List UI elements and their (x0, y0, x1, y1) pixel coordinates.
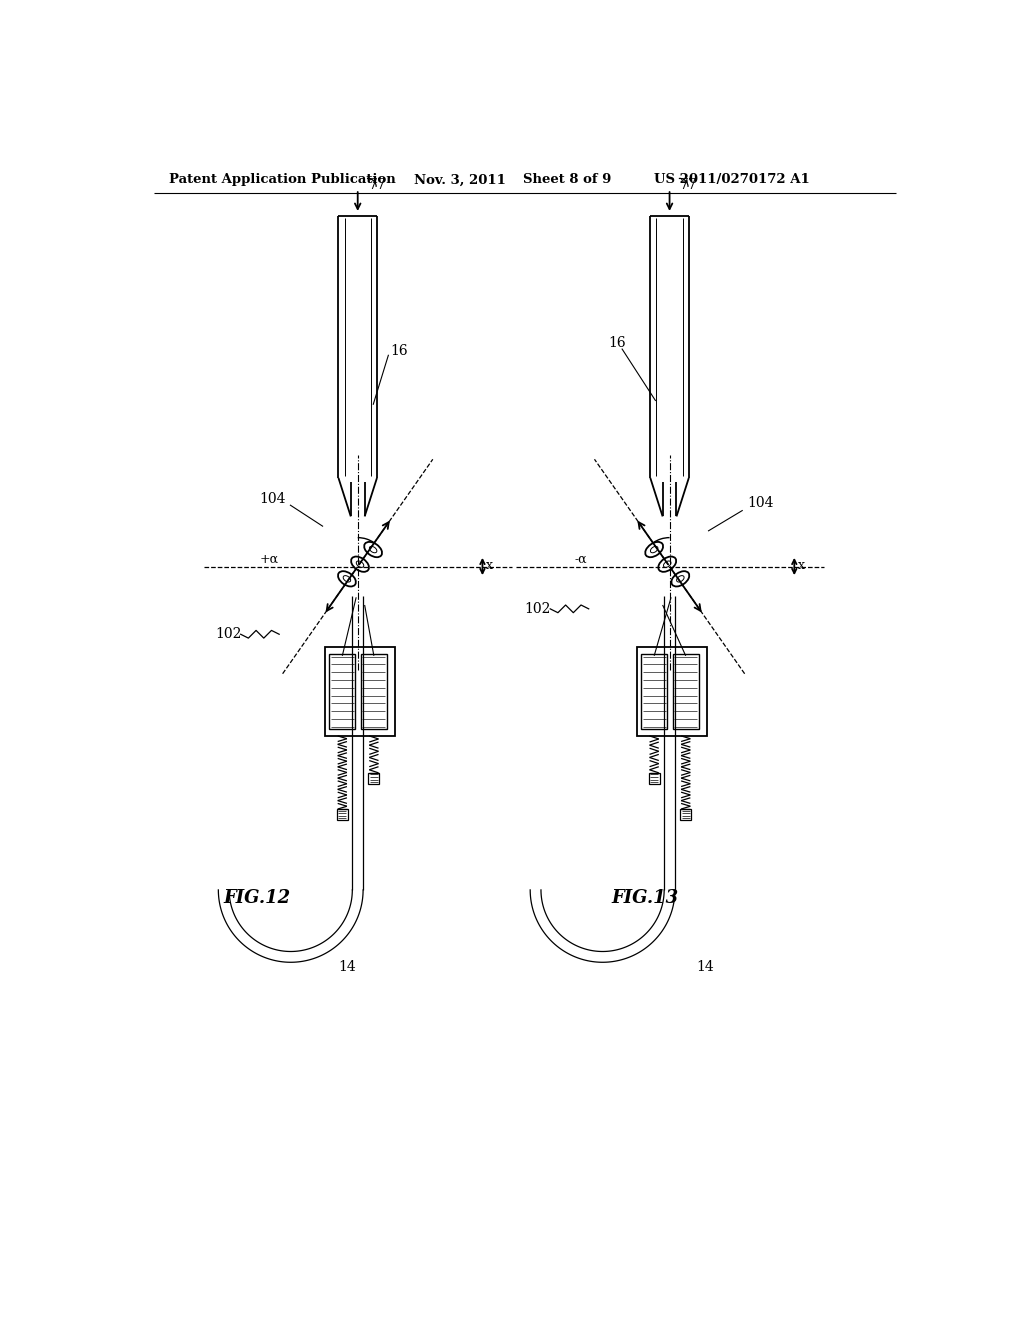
Bar (680, 809, 691, 820)
Text: 102: 102 (215, 627, 242, 642)
Text: Sheet 8 of 9: Sheet 8 of 9 (523, 173, 611, 186)
Text: +α: +α (260, 552, 279, 565)
Text: 14: 14 (339, 960, 356, 974)
Bar (337, 809, 348, 820)
Text: 102: 102 (524, 602, 551, 616)
Text: 104: 104 (260, 492, 287, 506)
Text: 77: 77 (369, 178, 386, 193)
Text: FIG.12: FIG.12 (223, 888, 290, 907)
Bar (330, 655, 355, 729)
Text: 77: 77 (680, 178, 698, 193)
Text: Patent Application Publication: Patent Application Publication (169, 173, 396, 186)
Bar (369, 774, 379, 784)
Bar (637, 647, 707, 737)
Text: x: x (798, 560, 805, 573)
Text: x: x (486, 560, 494, 573)
Text: FIG.13: FIG.13 (611, 888, 679, 907)
Bar (326, 647, 394, 737)
Text: -α: -α (574, 552, 588, 565)
Text: US 2011/0270172 A1: US 2011/0270172 A1 (654, 173, 810, 186)
Bar (649, 774, 659, 784)
Text: Nov. 3, 2011: Nov. 3, 2011 (414, 173, 506, 186)
Text: 14: 14 (696, 960, 715, 974)
Bar (641, 655, 668, 729)
Text: 104: 104 (748, 496, 774, 511)
Text: 16: 16 (390, 345, 408, 358)
Bar (360, 655, 387, 729)
Bar (673, 655, 698, 729)
Text: 16: 16 (608, 337, 626, 350)
